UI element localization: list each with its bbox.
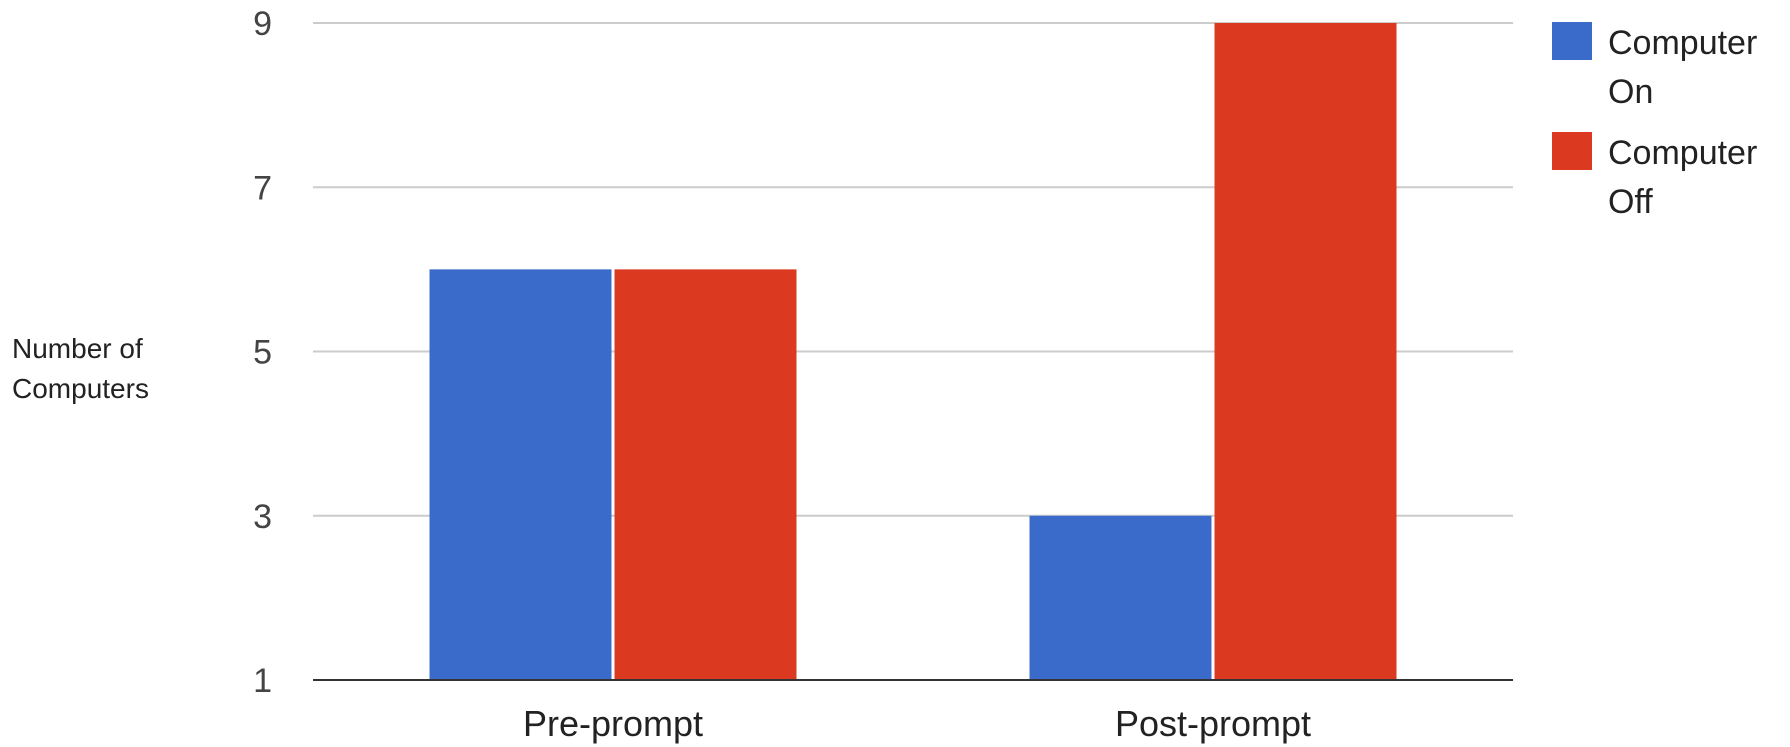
legend-label: Off: [1608, 183, 1653, 221]
y-tick-label: 7: [253, 169, 272, 207]
bar-post-prompt-computer-off: [1214, 23, 1397, 680]
x-category-label: Pre-prompt: [523, 703, 703, 744]
bars: [429, 23, 1397, 680]
bar-post-prompt-computer-on: [1029, 515, 1212, 680]
y-axis-title-line-2: Computers: [12, 373, 149, 404]
x-category-label: Post-prompt: [1115, 703, 1311, 744]
legend-label: Computer: [1608, 134, 1757, 172]
legend-swatch: [1552, 22, 1592, 60]
y-tick-label: 5: [253, 334, 272, 372]
legend-swatch: [1552, 132, 1592, 170]
legend-label: Computer: [1608, 24, 1757, 62]
y-tick-label: 1: [253, 662, 272, 700]
legend: Computer On Computer Off: [1552, 22, 1757, 221]
bar-pre-prompt-computer-off: [614, 269, 797, 680]
y-tick-label: 9: [253, 5, 272, 43]
bar-pre-prompt-computer-on: [429, 269, 612, 680]
y-tick-label: 3: [253, 498, 272, 536]
y-axis-ticks: 1 3 5 7 9: [253, 5, 272, 700]
y-axis-title: Number of Computers: [12, 333, 151, 404]
x-axis-categories: Pre-prompt Post-prompt: [523, 703, 1311, 744]
y-axis-title-line-1: Number of: [12, 333, 143, 364]
legend-label: On: [1608, 73, 1653, 111]
